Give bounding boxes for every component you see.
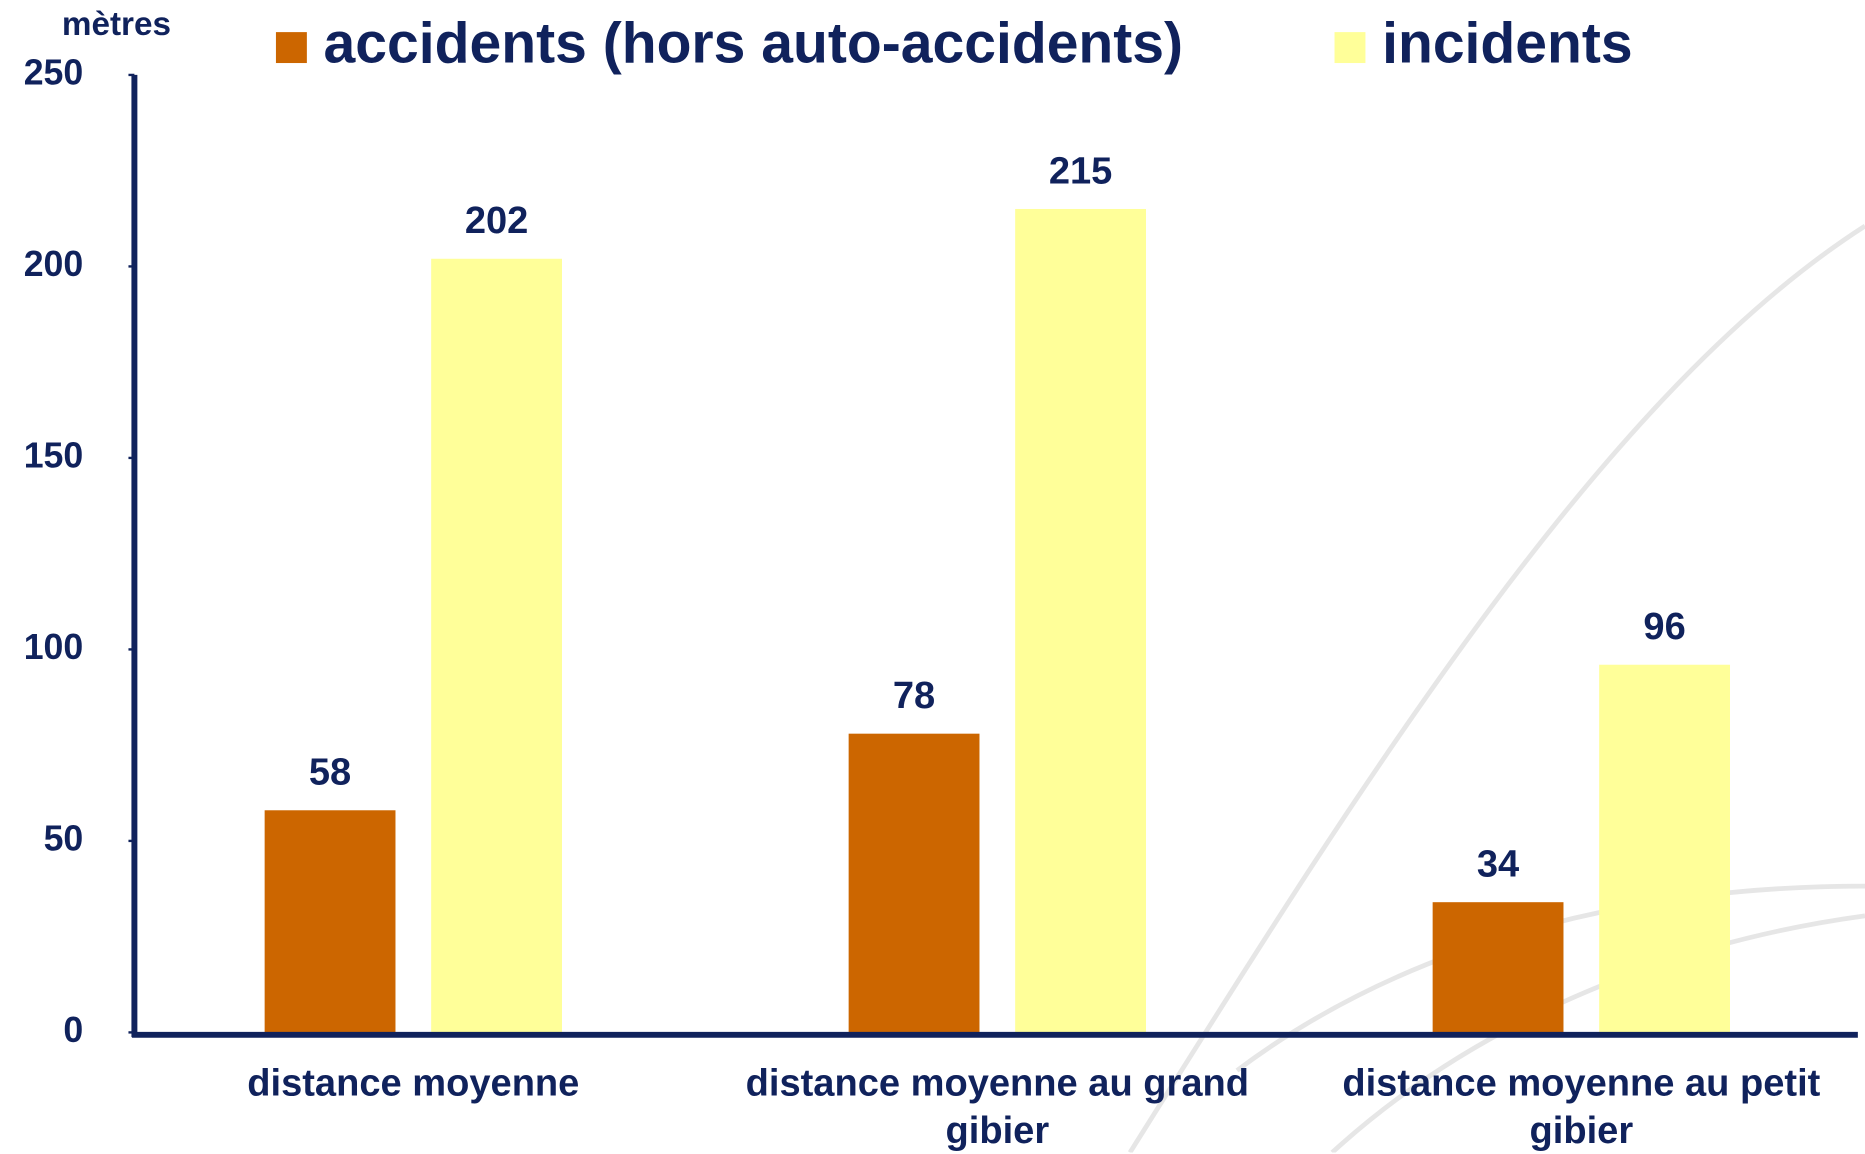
y-axis-label: mètres xyxy=(62,6,171,43)
y-tick-label: 250 xyxy=(24,52,84,92)
legend-swatch xyxy=(1334,32,1366,64)
value-label: 58 xyxy=(309,752,351,794)
value-label: 96 xyxy=(1643,606,1685,648)
bar xyxy=(1015,208,1146,1033)
bar xyxy=(1599,664,1730,1033)
x-tick-label: distance moyenne xyxy=(247,1060,580,1104)
bar xyxy=(1432,902,1564,1033)
value-label: 34 xyxy=(1477,844,1519,886)
value-label: 78 xyxy=(893,675,935,717)
value-label: 215 xyxy=(1049,150,1112,192)
legend-swatch xyxy=(275,32,307,64)
y-tick-label: 200 xyxy=(24,244,84,284)
y-tick-label: 50 xyxy=(44,818,84,858)
legend-label: accidents (hors auto-accidents) xyxy=(324,12,1184,76)
legend-label: incidents xyxy=(1382,12,1633,76)
value-label: 202 xyxy=(465,200,528,242)
y-tick-label: 100 xyxy=(24,627,84,667)
y-tick-label: 150 xyxy=(24,435,84,475)
bar xyxy=(264,810,396,1033)
x-tick-label: distance moyenne au petit gibier xyxy=(1342,1060,1821,1152)
bar xyxy=(431,258,562,1033)
x-tick-label: distance moyenne au grand gibier xyxy=(745,1060,1250,1152)
bar xyxy=(848,733,980,1033)
y-tick-label: 0 xyxy=(63,1010,83,1050)
